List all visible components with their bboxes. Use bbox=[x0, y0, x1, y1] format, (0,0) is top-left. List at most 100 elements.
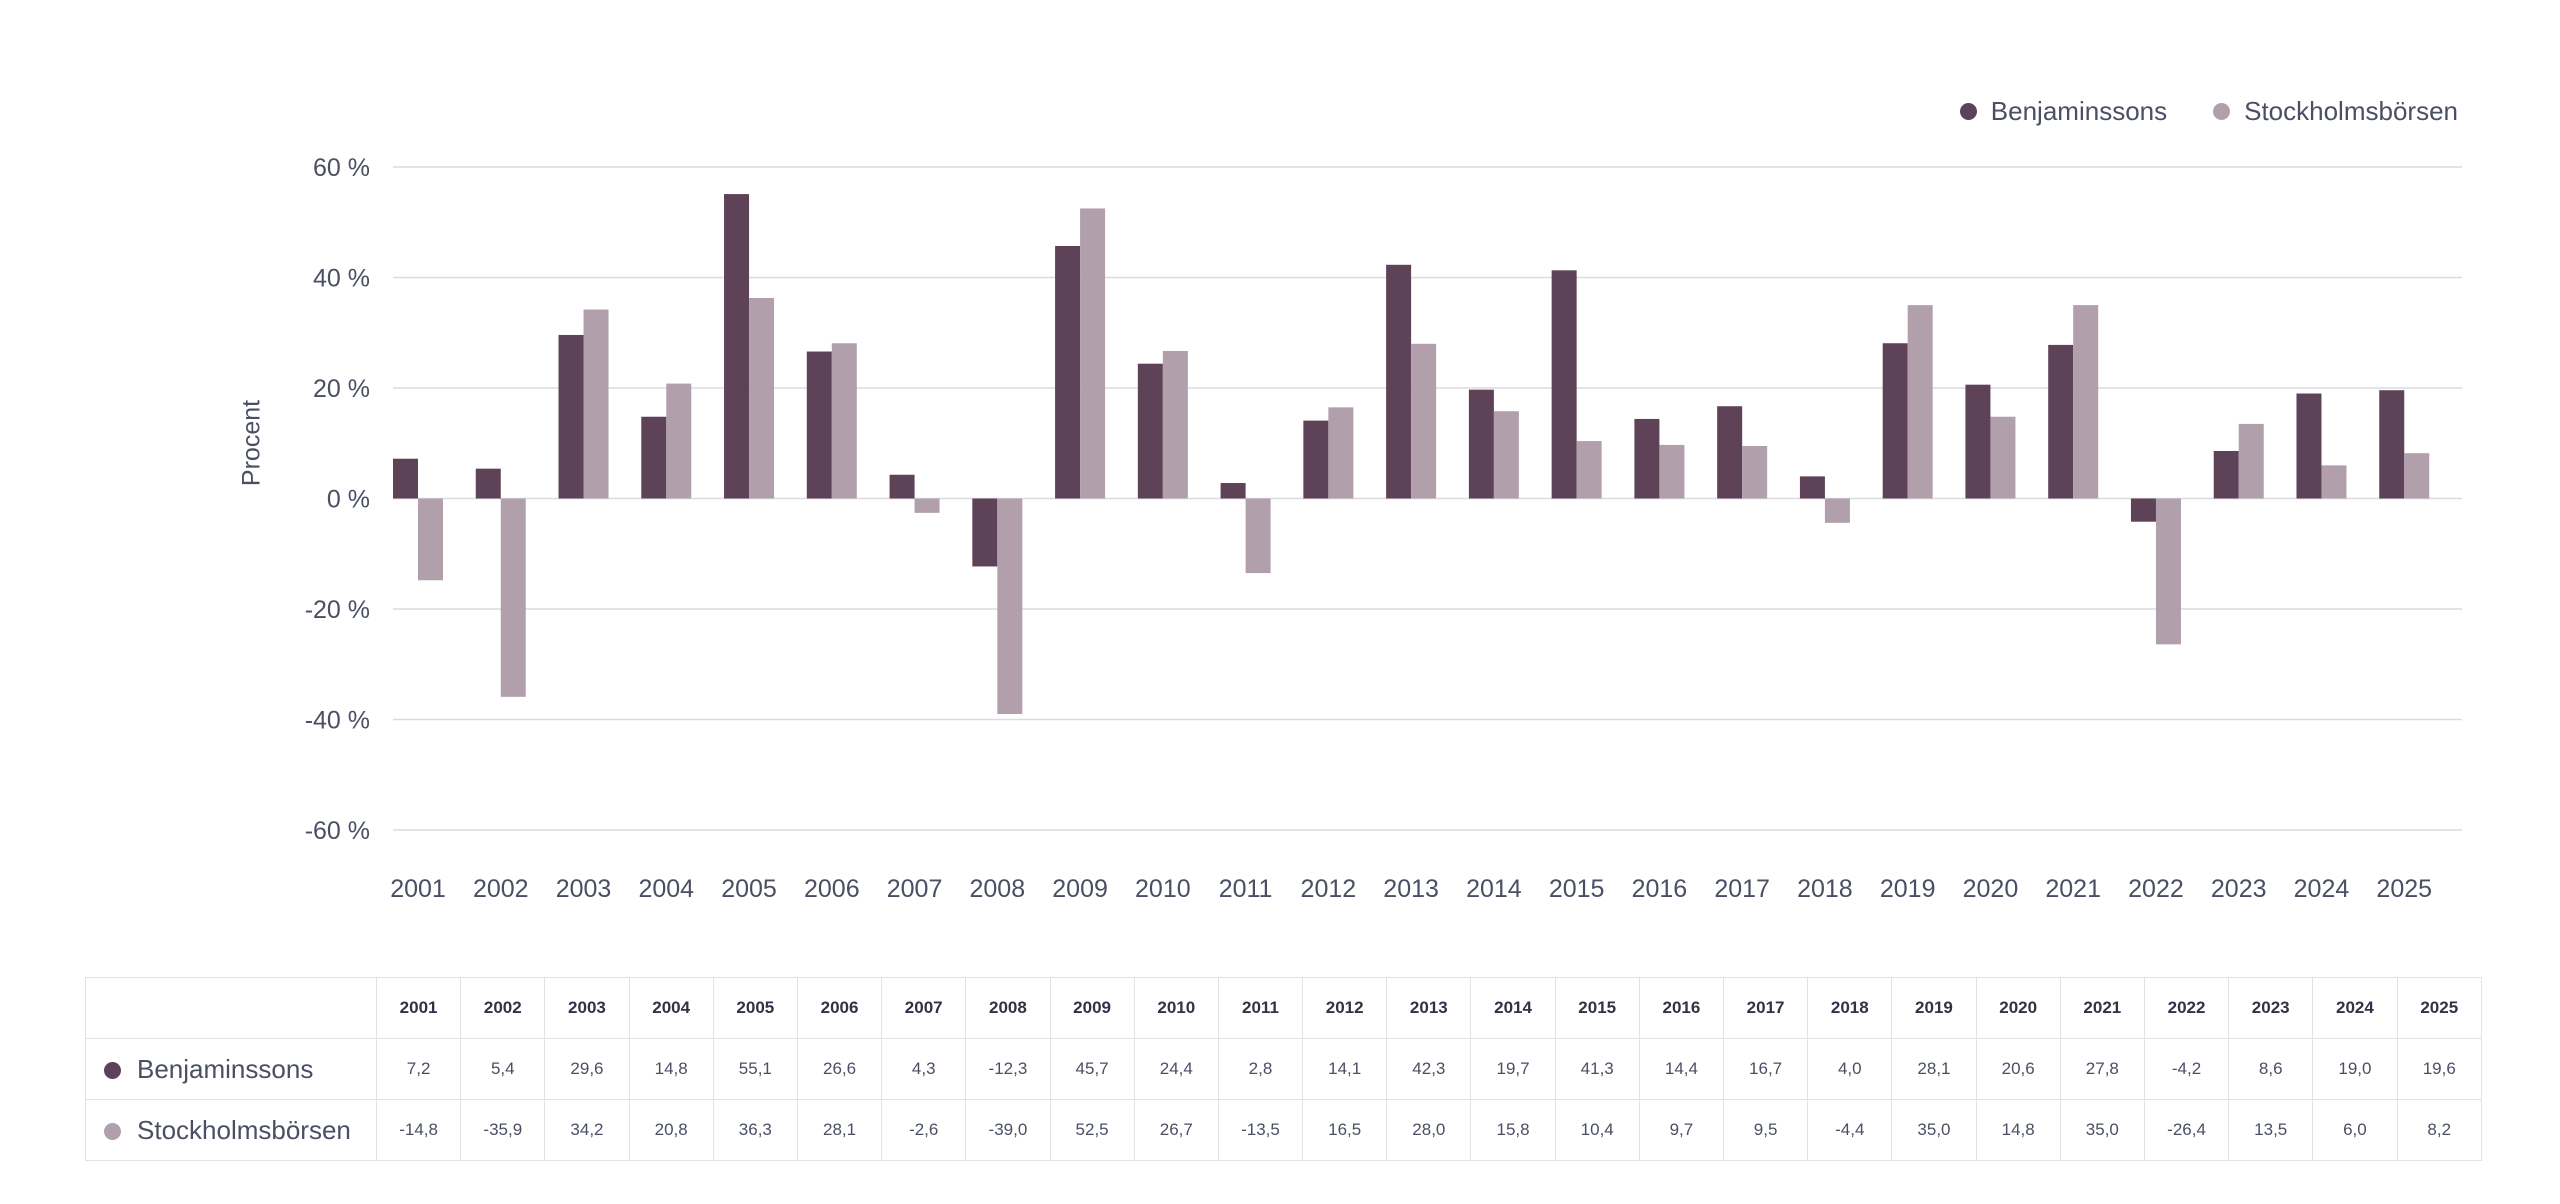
table-cell: 28,1 bbox=[796, 1099, 883, 1161]
table-header-year: 2014 bbox=[1470, 977, 1556, 1039]
x-tick-label: 2022 bbox=[2128, 875, 2184, 903]
table-cell: 5,4 bbox=[460, 1038, 546, 1100]
bar-benjaminssons bbox=[1717, 406, 1743, 499]
table-header-year: 2022 bbox=[2143, 977, 2230, 1039]
table-header-year: 2012 bbox=[1302, 977, 1388, 1039]
legend-label-stockholmsborsen: Stockholmsbörsen bbox=[2244, 96, 2458, 126]
table-cell: 9,5 bbox=[1722, 1099, 1809, 1161]
table-cell: -12,3 bbox=[965, 1038, 1051, 1100]
table-cell: 7,2 bbox=[375, 1038, 462, 1100]
table-cell: 15,8 bbox=[1470, 1099, 1556, 1161]
x-tick-label: 2009 bbox=[1052, 875, 1108, 903]
bar-stockholmsborsen bbox=[1080, 208, 1106, 499]
bar-benjaminssons bbox=[2296, 393, 2322, 499]
bar-benjaminssons bbox=[2130, 498, 2156, 522]
x-tick-label: 2020 bbox=[1963, 875, 2019, 903]
x-tick-label: 2002 bbox=[473, 875, 529, 903]
x-tick-label: 2023 bbox=[2211, 875, 2267, 903]
table-cell: 45,7 bbox=[1049, 1038, 1135, 1100]
table-cell: 26,6 bbox=[796, 1038, 883, 1100]
bar-stockholmsborsen bbox=[831, 343, 857, 499]
table-series-label: Stockholmsbörsen bbox=[85, 1099, 377, 1161]
table-header-year: 2002 bbox=[460, 977, 546, 1039]
table-cell: 35,0 bbox=[2059, 1099, 2145, 1161]
bar-stockholmsborsen bbox=[1659, 444, 1685, 499]
table-cell: -35,9 bbox=[460, 1099, 546, 1161]
table-cell: 27,8 bbox=[2059, 1038, 2145, 1100]
bar-benjaminssons bbox=[1799, 476, 1825, 499]
y-axis-title: Procent bbox=[237, 399, 266, 487]
table-header-year: 2023 bbox=[2228, 977, 2314, 1039]
table-cell: 34,2 bbox=[544, 1099, 630, 1161]
table-cell: 13,5 bbox=[2228, 1099, 2314, 1161]
x-tick-label: 2008 bbox=[970, 875, 1026, 903]
x-tick-label: 2012 bbox=[1301, 875, 1357, 903]
bar-benjaminssons bbox=[475, 468, 501, 499]
x-tick-label: 2013 bbox=[1383, 875, 1439, 903]
legend-item-stockholmsborsen[interactable]: Stockholmsbörsen bbox=[2213, 96, 2458, 127]
table-cell: 16,5 bbox=[1302, 1099, 1388, 1161]
bar-stockholmsborsen bbox=[1576, 441, 1602, 499]
x-tick-label: 2010 bbox=[1135, 875, 1191, 903]
table-cell: 20,6 bbox=[1975, 1038, 2061, 1100]
y-tick-label: 0 % bbox=[327, 486, 370, 514]
bar-stockholmsborsen bbox=[2155, 498, 2181, 645]
table-header-year: 2008 bbox=[965, 977, 1051, 1039]
bar-stockholmsborsen bbox=[1824, 498, 1850, 523]
x-tick-label: 2015 bbox=[1549, 875, 1605, 903]
bar-stockholmsborsen bbox=[1990, 416, 2016, 499]
table-header-year: 2024 bbox=[2312, 977, 2398, 1039]
bar-stockholmsborsen bbox=[1493, 411, 1519, 499]
table-cell: 4,0 bbox=[1807, 1038, 1893, 1100]
bar-stockholmsborsen bbox=[2238, 423, 2264, 499]
table-header-year: 2016 bbox=[1638, 977, 1725, 1039]
table-cell: 28,1 bbox=[1891, 1038, 1977, 1100]
x-tick-label: 2004 bbox=[638, 875, 694, 903]
table-header-year: 2013 bbox=[1386, 977, 1472, 1039]
bar-stockholmsborsen bbox=[1328, 407, 1354, 499]
legend-dot-stockholmsborsen bbox=[2213, 103, 2231, 120]
bar-chart: 60 % 40 % 20 % 0 % -20 % -40 % -60 % 2001 2002 20… bbox=[305, 154, 2462, 903]
bar-stockholmsborsen bbox=[914, 498, 940, 513]
table-cell: 14,4 bbox=[1638, 1038, 1725, 1100]
bar-benjaminssons bbox=[889, 474, 915, 499]
bar-stockholmsborsen bbox=[1162, 350, 1188, 499]
bar-benjaminssons bbox=[1220, 483, 1246, 499]
bar-benjaminssons bbox=[641, 416, 667, 499]
series-dot bbox=[104, 1062, 121, 1080]
table-cell: 26,7 bbox=[1133, 1099, 1219, 1161]
table-cell: 8,6 bbox=[2228, 1038, 2314, 1100]
table-header-year: 2010 bbox=[1133, 977, 1219, 1039]
y-tick-label: 40 % bbox=[313, 265, 370, 293]
bar-benjaminssons bbox=[1468, 389, 1494, 499]
bar-benjaminssons bbox=[558, 334, 584, 499]
table-header-year: 2007 bbox=[881, 977, 967, 1039]
table-header-year: 2025 bbox=[2396, 977, 2482, 1039]
bar-benjaminssons bbox=[1882, 343, 1908, 499]
table-cell: -4,2 bbox=[2143, 1038, 2230, 1100]
x-tick-label: 2001 bbox=[390, 875, 446, 903]
bar-stockholmsborsen bbox=[500, 498, 526, 697]
table-cell: 8,2 bbox=[2396, 1099, 2482, 1161]
table-cell: 10,4 bbox=[1554, 1099, 1640, 1161]
data-table: 2001 2002 2003 2004 2005 2006 2007 2008 2009 2010… bbox=[85, 977, 2482, 1161]
bar-benjaminssons bbox=[2048, 344, 2074, 499]
table-header-year: 2005 bbox=[712, 977, 798, 1039]
x-tick-label: 2016 bbox=[1632, 875, 1688, 903]
bar-benjaminssons bbox=[1303, 420, 1329, 499]
x-tick-label: 2006 bbox=[804, 875, 860, 903]
table-cell: 41,3 bbox=[1554, 1038, 1640, 1100]
table-header-year: 2021 bbox=[2059, 977, 2145, 1039]
legend-dot-benjaminssons bbox=[1959, 103, 1977, 120]
table-cell: 14,8 bbox=[1975, 1099, 2061, 1161]
bar-benjaminssons bbox=[806, 351, 832, 499]
x-tick-label: 2017 bbox=[1714, 875, 1770, 903]
x-tick-label: 2005 bbox=[721, 875, 777, 903]
table-cell: 19,7 bbox=[1470, 1038, 1556, 1100]
bar-stockholmsborsen bbox=[1245, 498, 1271, 574]
table-cell: 16,7 bbox=[1722, 1038, 1809, 1100]
bar-stockholmsborsen bbox=[2073, 305, 2099, 499]
chart-area: 60 % 40 % 20 % 0 % -20 % -40 % -60 % 2001 2002 20… bbox=[237, 96, 2462, 903]
table-row: Benjaminssons 7,2 5,4 29,6 14,8 55,1 26,6 4,3 -1… bbox=[85, 1038, 2482, 1100]
legend-item-benjaminssons[interactable]: Benjaminssons bbox=[1959, 96, 2167, 127]
